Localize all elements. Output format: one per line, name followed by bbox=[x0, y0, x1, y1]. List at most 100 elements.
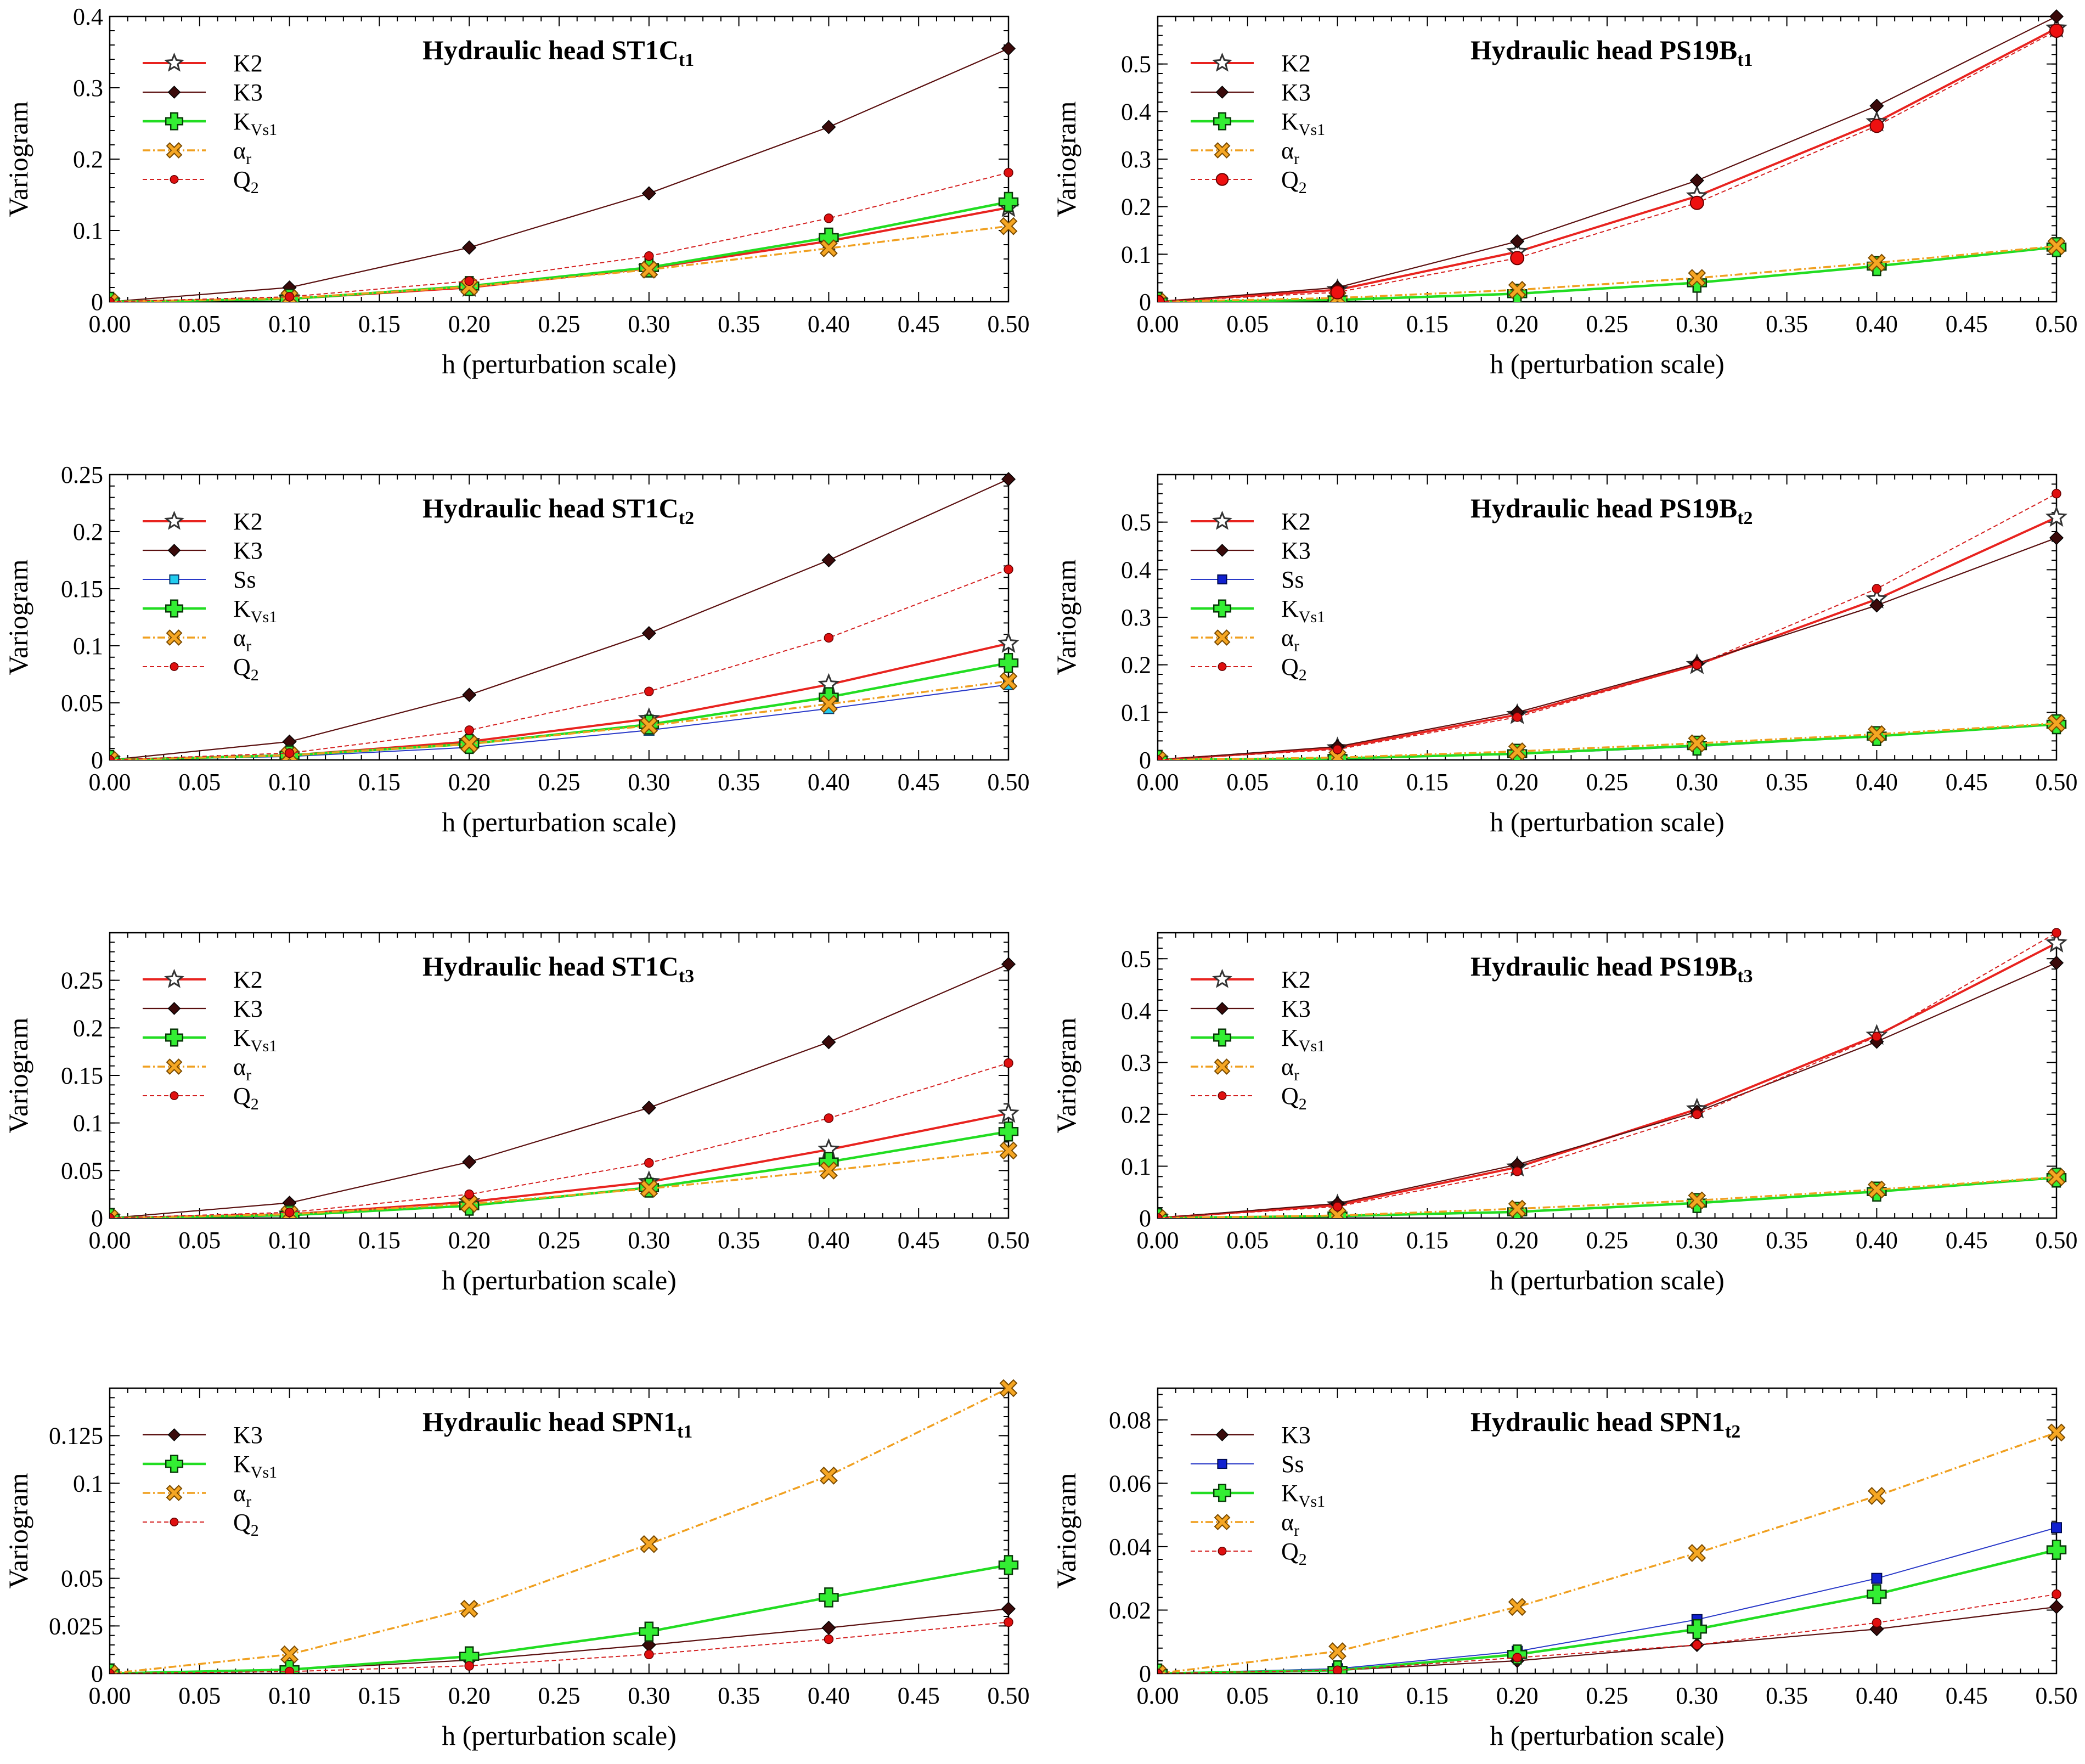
x-tick-label: 0.25 bbox=[1586, 1227, 1628, 1254]
y-tick-label: 0.125 bbox=[49, 1423, 103, 1450]
legend-marker bbox=[164, 968, 184, 988]
x-tick-label: 0.45 bbox=[1946, 311, 1988, 337]
x-tick-label: 0.00 bbox=[1137, 311, 1179, 337]
data-point bbox=[1692, 660, 1702, 670]
data-point bbox=[1004, 1058, 1013, 1068]
y-tick-label: 0.3 bbox=[1121, 604, 1151, 631]
data-point bbox=[819, 1161, 838, 1180]
data-point bbox=[462, 1154, 477, 1169]
data-point bbox=[110, 755, 115, 760]
data-point bbox=[110, 1669, 115, 1673]
data-point bbox=[1687, 1619, 1708, 1639]
data-point bbox=[1328, 1206, 1347, 1218]
data-point bbox=[1512, 1653, 1522, 1662]
x-tick-label: 0.50 bbox=[2036, 1682, 2078, 1709]
legend-label: Q2 bbox=[1281, 653, 1307, 684]
y-tick-label: 0 bbox=[91, 1660, 103, 1687]
data-point bbox=[1871, 1573, 1883, 1584]
data-point bbox=[1688, 734, 1706, 753]
data-point bbox=[460, 735, 478, 753]
legend-marker bbox=[166, 629, 183, 646]
data-point bbox=[1872, 1618, 1882, 1628]
series-line bbox=[110, 684, 1009, 760]
data-point bbox=[460, 1599, 478, 1618]
data-point bbox=[2049, 9, 2064, 24]
y-tick-label: 0.2 bbox=[1121, 194, 1151, 221]
legend-label: αr bbox=[233, 137, 251, 168]
x-tick-label: 0.30 bbox=[1676, 769, 1718, 796]
x-tick-label: 0.35 bbox=[718, 1227, 760, 1254]
y-axis-title: Variogram bbox=[3, 1473, 33, 1588]
series-line bbox=[110, 478, 1009, 760]
y-tick-label: 0.08 bbox=[1109, 1407, 1151, 1434]
x-tick-label: 0.30 bbox=[628, 1227, 670, 1254]
x-tick-label: 0.05 bbox=[1226, 311, 1269, 337]
series-q2 bbox=[1158, 488, 2061, 760]
data-point bbox=[1158, 755, 1163, 760]
series-line bbox=[110, 1387, 1009, 1673]
data-point bbox=[1869, 1622, 1884, 1637]
y-tick-label: 0.2 bbox=[1121, 652, 1151, 679]
data-point bbox=[819, 239, 838, 257]
data-point bbox=[997, 632, 1019, 653]
data-point bbox=[1869, 119, 1884, 133]
legend-label: K3 bbox=[233, 995, 263, 1022]
legend-marker bbox=[167, 1002, 181, 1015]
x-tick-label: 0.25 bbox=[1586, 311, 1628, 337]
data-point bbox=[644, 686, 654, 696]
x-tick-label: 0.05 bbox=[178, 1682, 221, 1709]
series-line bbox=[1158, 516, 2057, 760]
series-line bbox=[1158, 27, 2057, 302]
data-point bbox=[1689, 195, 1704, 210]
data-point bbox=[1688, 1191, 1706, 1210]
y-tick-label: 0 bbox=[91, 1205, 103, 1232]
y-tick-label: 0.3 bbox=[1121, 1049, 1151, 1076]
data-point bbox=[644, 1158, 654, 1168]
series-line bbox=[1158, 962, 2057, 1218]
data-point bbox=[284, 292, 295, 302]
x-tick-label: 0.10 bbox=[1316, 1227, 1359, 1254]
data-point bbox=[464, 1661, 474, 1671]
x-tick-label: 0.45 bbox=[898, 311, 940, 337]
legend-label: K3 bbox=[1281, 1422, 1311, 1449]
x-tick-label: 0.00 bbox=[89, 769, 131, 796]
x-tick-label: 0.15 bbox=[358, 769, 401, 796]
x-tick-label: 0.00 bbox=[1137, 1227, 1179, 1254]
data-point bbox=[1689, 173, 1704, 188]
data-point bbox=[1872, 1032, 1882, 1041]
legend-marker bbox=[166, 1058, 183, 1075]
legend-label: K2 bbox=[233, 966, 263, 993]
legend-marker bbox=[1212, 52, 1232, 72]
data-point bbox=[1692, 1109, 1702, 1119]
x-tick-label: 0.45 bbox=[1946, 769, 1988, 796]
series-line bbox=[110, 200, 1009, 302]
chart-panel-4: 0.00 0.05 0.10 0.15 0.20 0.25 0.30 0.35 0.40 0.45… bbox=[1051, 474, 2078, 837]
legend-marker bbox=[1214, 629, 1231, 646]
series-line bbox=[1158, 1432, 2057, 1673]
series-q2 bbox=[1158, 24, 2064, 302]
x-tick-label: 0.40 bbox=[808, 1682, 850, 1709]
series-r bbox=[1158, 1168, 2066, 1218]
data-point bbox=[284, 1666, 295, 1673]
data-point bbox=[641, 1100, 656, 1115]
x-tick-label: 0.30 bbox=[628, 1682, 670, 1709]
legend-marker bbox=[1217, 574, 1227, 585]
data-point bbox=[1332, 1202, 1343, 1211]
legend-marker bbox=[1218, 1547, 1227, 1556]
chart-panel-7: 0.00 0.05 0.10 0.15 0.20 0.25 0.30 0.35 0.40 0.45… bbox=[3, 1379, 1030, 1751]
legend-label: Ss bbox=[1281, 566, 1304, 593]
legend-label: K2 bbox=[1281, 508, 1311, 535]
legend-marker bbox=[1212, 510, 1232, 530]
y-axis-title: Variogram bbox=[1051, 559, 1081, 675]
legend-marker bbox=[1217, 1458, 1227, 1469]
legend-label: Ss bbox=[1281, 1451, 1304, 1478]
data-point bbox=[1688, 269, 1706, 288]
legend-marker bbox=[170, 662, 179, 671]
panel-title: Hydraulic head PS19Bt2 bbox=[1470, 493, 1753, 528]
data-point bbox=[1332, 745, 1343, 754]
legend-marker bbox=[167, 544, 181, 557]
data-point bbox=[1001, 957, 1016, 972]
y-tick-label: 0.04 bbox=[1109, 1534, 1151, 1560]
data-point bbox=[821, 1620, 836, 1635]
